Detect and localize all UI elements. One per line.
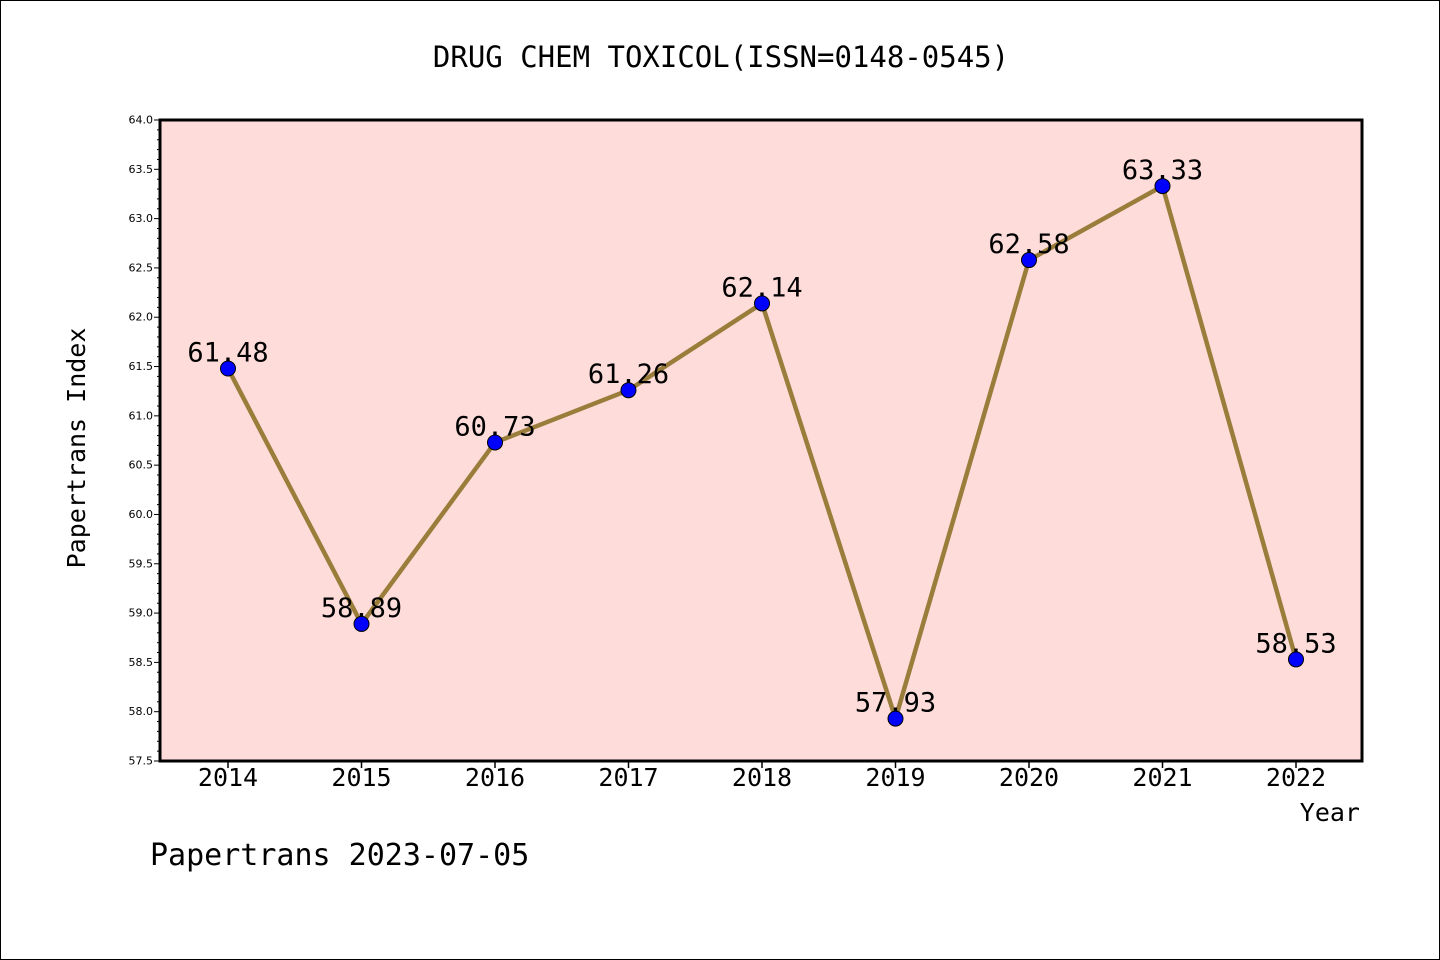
data-label: 61.48	[187, 338, 268, 369]
y-axis-label: Papertrans Index	[62, 328, 91, 569]
data-point	[1288, 651, 1304, 668]
y-tick-label: 61.0	[129, 409, 154, 422]
data-label: 58.53	[1255, 628, 1336, 659]
data-label: 57.93	[855, 688, 936, 719]
x-tick-label: 2014	[198, 763, 258, 792]
data-point	[487, 434, 503, 451]
data-point	[1021, 252, 1037, 269]
data-label: 62.14	[721, 272, 802, 303]
data-label: 62.58	[988, 229, 1069, 260]
x-tick-label: 2022	[1266, 763, 1326, 792]
data-point	[1154, 178, 1171, 195]
x-tick-label: 2020	[999, 763, 1059, 792]
x-tick-label: 2018	[732, 763, 792, 792]
y-tick-label: 57.5	[129, 755, 154, 768]
data-label: 58.89	[321, 593, 402, 624]
data-point	[754, 295, 770, 312]
y-tick-label: 63.5	[129, 163, 154, 176]
chart-title: DRUG CHEM TOXICOL(ISSN=0148-0545)	[433, 40, 1009, 74]
y-tick-label: 58.5	[129, 656, 154, 669]
data-point	[620, 382, 637, 399]
y-tick-label: 62.5	[129, 261, 154, 274]
y-tick-label: 58.0	[129, 705, 154, 718]
data-point	[220, 360, 236, 377]
data-point	[887, 710, 904, 727]
data-point	[353, 615, 370, 632]
data-label: 61.26	[588, 359, 669, 390]
y-tick-label: 60.0	[129, 508, 154, 521]
watermark: Papertrans 2023-07-05	[150, 838, 529, 873]
x-tick-label: 2019	[865, 763, 925, 792]
y-tick-label: 59.5	[129, 557, 154, 570]
data-label: 60.73	[454, 411, 535, 442]
y-tick-label: 61.5	[129, 360, 154, 373]
plot-area	[158, 118, 1364, 763]
y-tick-label: 64.0	[129, 114, 154, 127]
series-line-group	[220, 178, 1304, 727]
x-axis: 2014 2015 2016 2017 2018 2019 2020 2021 2022	[198, 761, 1326, 792]
data-label: 63.33	[1122, 155, 1203, 186]
y-tick-label: 62.0	[129, 311, 154, 324]
x-tick-label: 2015	[331, 763, 391, 792]
y-tick-label: 63.0	[129, 212, 154, 225]
x-tick-label: 2021	[1132, 763, 1192, 792]
x-axis-label: Year	[1300, 798, 1360, 827]
data-label-group: 61.48 58.89 60.73 61.26 62.14 57.93 62.58 63.33…	[187, 155, 1336, 719]
y-tick-label: 60.5	[129, 459, 154, 472]
x-tick-label: 2016	[465, 763, 525, 792]
x-tick-label: 2017	[598, 763, 658, 792]
y-tick-label: 59.0	[129, 607, 154, 620]
y-axis: 57.5 58.0 58.5 59.0 59.5 60.0 60.5 61.0 61.5 62.0…	[129, 114, 160, 768]
